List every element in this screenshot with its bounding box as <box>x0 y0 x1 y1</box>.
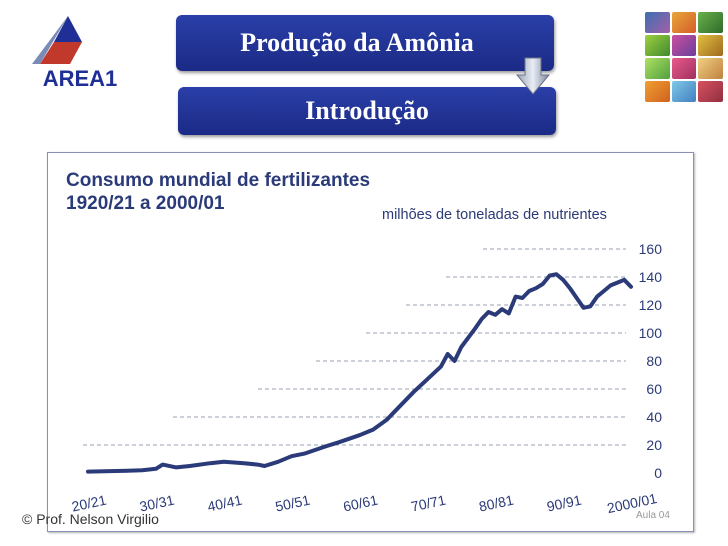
x-tick-label: 20/21 <box>70 492 108 515</box>
chart-title-line2: 1920/21 a 2000/01 <box>66 193 225 214</box>
y-tick-label: 20 <box>646 437 662 453</box>
series-line <box>86 272 633 474</box>
chart-title: Consumo mundial de fertilizantes 1920/21… <box>66 169 370 215</box>
footer-credit: © Prof. Nelson Virgilio <box>22 511 159 527</box>
y-tick-label: 40 <box>646 409 662 425</box>
x-tick-label: 90/91 <box>545 492 583 515</box>
y-tick-label: 0 <box>654 465 662 481</box>
x-tick-label: 80/81 <box>477 492 515 515</box>
area1-logo: AREA1 <box>10 12 140 92</box>
y-tick-label: 160 <box>639 241 663 257</box>
x-tick-label: 30/31 <box>138 492 176 515</box>
page-subtitle: Introdução <box>305 96 429 125</box>
fertilizer-chart: Consumo mundial de fertilizantes 1920/21… <box>47 152 694 532</box>
y-tick-label: 120 <box>639 297 663 313</box>
footer-page: Aula 04 <box>636 510 670 521</box>
chart-title-line1: Consumo mundial de fertilizantes <box>66 170 371 191</box>
y-tick-label: 60 <box>646 381 662 397</box>
y-tick-label: 80 <box>646 353 662 369</box>
y-tick-label: 140 <box>639 269 663 285</box>
x-tick-label: 40/41 <box>206 492 244 515</box>
subtitle-banner: Introdução <box>178 87 556 135</box>
y-tick-label: 100 <box>639 325 663 341</box>
x-tick-label: 60/61 <box>342 492 380 515</box>
chart-plot: 0 20 40 60 80 100 120 140 160 20/21 30/31 40/41 50/5… <box>70 241 663 516</box>
y-axis-units-label: milhões de toneladas de nutrientes <box>382 207 607 223</box>
logo-text: AREA1 <box>43 66 118 91</box>
x-tick-label: 70/71 <box>410 492 448 515</box>
title-banner: Produção da Amônia <box>176 15 554 71</box>
down-arrow-icon <box>515 57 551 95</box>
page-title: Produção da Amônia <box>240 28 474 57</box>
photo-collage <box>645 12 723 102</box>
x-tick-label: 50/51 <box>274 492 312 515</box>
